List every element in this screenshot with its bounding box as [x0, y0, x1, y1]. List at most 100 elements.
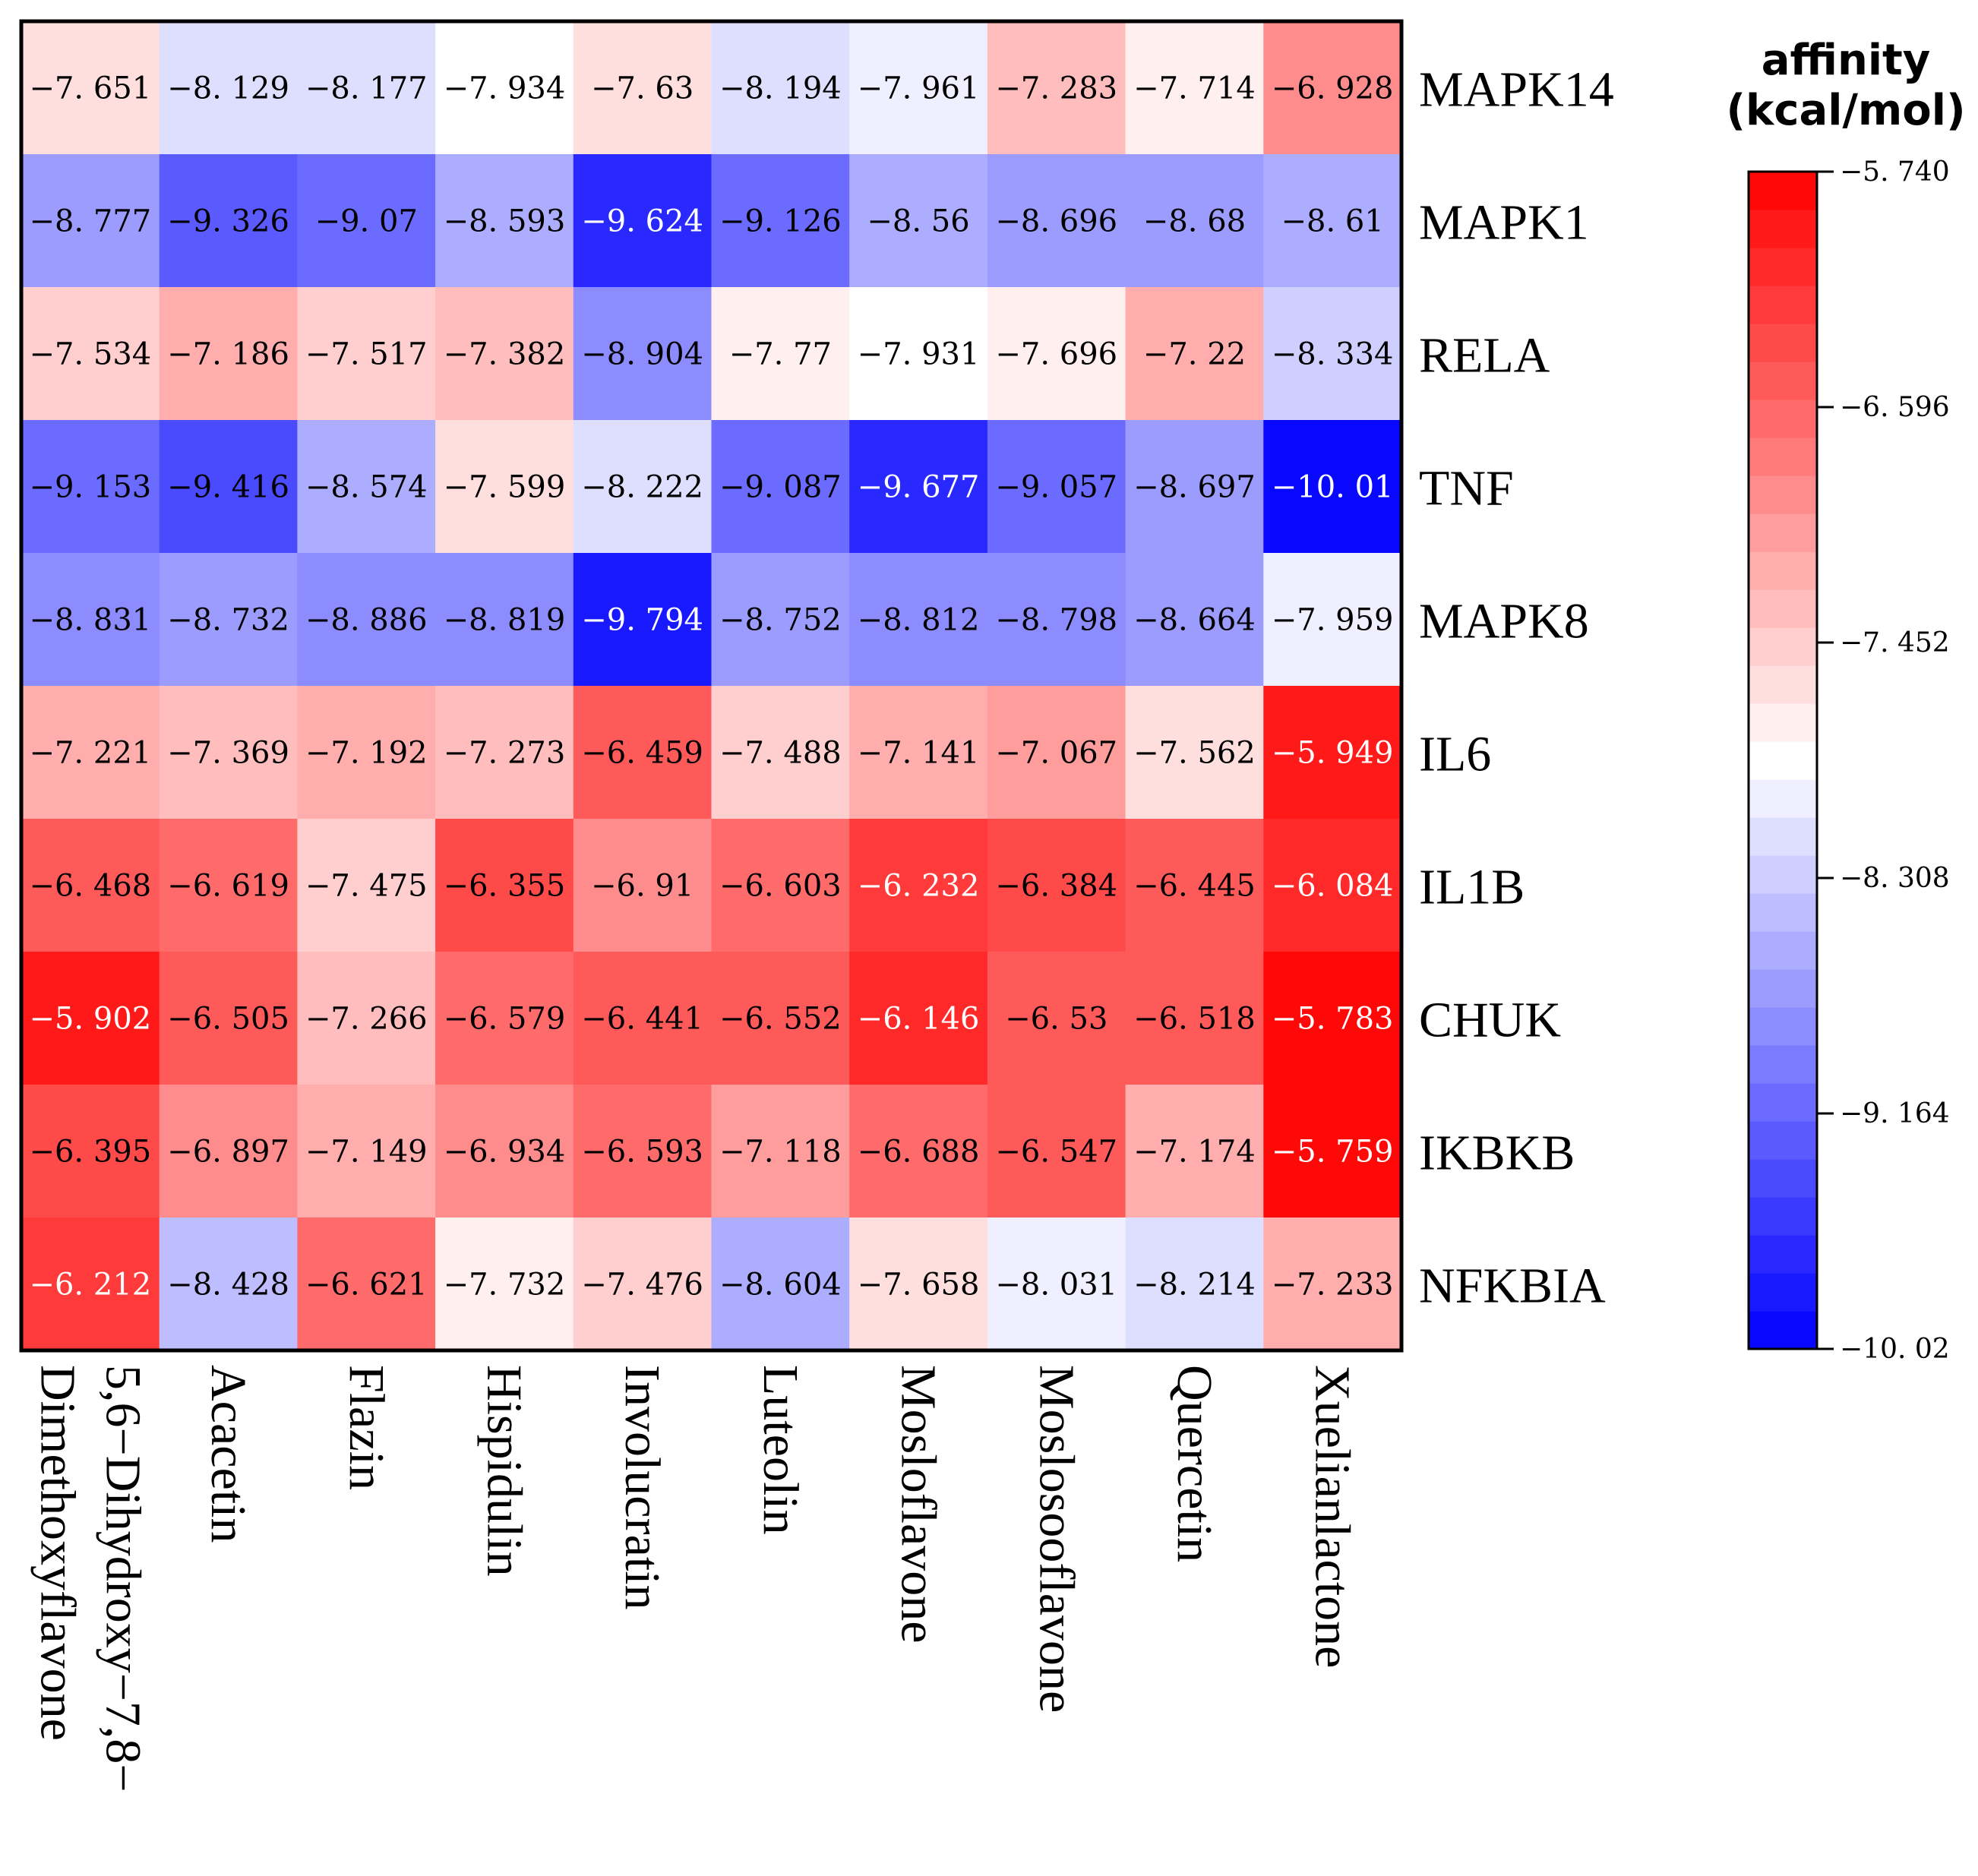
colorbar-segment [1749, 1045, 1817, 1084]
heatmap-cell [573, 1085, 713, 1218]
colorbar-segment [1749, 1007, 1817, 1046]
colorbar-segment [1749, 703, 1817, 742]
cell-value-label: −7. 192 [305, 736, 428, 771]
cell-value-label: −8. 752 [719, 603, 842, 638]
row-label: IKBKB [1419, 1126, 1575, 1181]
colorbar-segment [1749, 1273, 1817, 1312]
colorbar-ticks: −5. 740 −6. 596 −7. 452 −8. 308 −9. 164 −10. … [1817, 156, 1950, 1365]
heatmap-cells [21, 21, 1402, 1351]
colorbar-segment [1749, 741, 1817, 780]
cell-value-label: −6. 619 [167, 869, 289, 904]
cell-value-label: −7. 266 [305, 1002, 428, 1037]
cell-value-label: −8. 819 [444, 603, 566, 638]
cell-value-label: −8. 777 [29, 204, 151, 239]
colorbar-segment [1749, 248, 1817, 286]
heatmap-cell [711, 420, 850, 554]
column-label: Flazin [339, 1365, 394, 1490]
colorbar-tick-label: −5. 740 [1840, 156, 1950, 188]
colorbar-segment [1749, 589, 1817, 628]
cell-value-label: −7. 283 [995, 71, 1117, 106]
cell-value-label: −8. 428 [167, 1268, 289, 1303]
colorbar-segment [1749, 855, 1817, 894]
heatmap-cell [849, 21, 988, 155]
heatmap-cell [159, 1218, 298, 1351]
cell-value-label: −5. 783 [1272, 1002, 1394, 1037]
heatmap-cell [1263, 420, 1402, 554]
column-label: Hispidulin [476, 1365, 532, 1577]
cell-value-label: −7. 369 [167, 736, 289, 771]
cell-value-label: −9. 057 [995, 470, 1117, 505]
column-label: Xuelianlactone [1305, 1365, 1360, 1668]
heatmap-cell [1263, 287, 1402, 421]
cell-value-label: −6. 552 [719, 1002, 842, 1037]
colorbar-segment [1749, 1159, 1817, 1198]
row-label: IL1B [1419, 860, 1525, 915]
cell-value-label: −7. 959 [1272, 603, 1394, 638]
cell-value-label: −7. 562 [1133, 736, 1256, 771]
column-label: 5,6−Dihydroxy−7,8− [95, 1365, 150, 1792]
colorbar-segment [1749, 362, 1817, 400]
cell-value-label: −7. 599 [444, 470, 566, 505]
cell-value-label: −8. 129 [167, 71, 289, 106]
heatmap-cell [711, 1218, 850, 1351]
cell-value-label: −6. 212 [29, 1268, 151, 1303]
heatmap-cell [573, 952, 713, 1085]
colorbar-segment [1749, 893, 1817, 932]
heatmap-cell [849, 420, 988, 554]
cell-value-label: −7. 476 [581, 1268, 703, 1303]
heatmap-cell [987, 420, 1126, 554]
cell-value-label: −9. 416 [167, 470, 289, 505]
heatmap-cell [1263, 1218, 1402, 1351]
row-label: TNF [1419, 461, 1514, 516]
cell-value-label: −6. 603 [719, 869, 842, 904]
heatmap-cell [435, 553, 574, 687]
heatmap-cell [1263, 952, 1402, 1085]
cell-value-label: −8. 732 [167, 603, 289, 638]
heatmap-cell [1125, 420, 1264, 554]
heatmap-cell [297, 21, 436, 155]
colorbar-segment [1749, 1311, 1817, 1350]
cell-value-label: −8. 68 [1143, 204, 1246, 239]
column-label: Luteolin [753, 1365, 808, 1535]
heatmap-cell [711, 287, 850, 421]
heatmap-cell [849, 952, 988, 1085]
cell-value-label: −6. 441 [581, 1002, 703, 1037]
heatmap-cell [849, 287, 988, 421]
heatmap-cell [435, 154, 574, 288]
colorbar-tick-label: −7. 452 [1840, 627, 1950, 658]
heatmap-cell [849, 686, 988, 820]
colorbar-tick-label: −6. 596 [1840, 392, 1950, 423]
colorbar-segment [1749, 1083, 1817, 1122]
heatmap-cell [21, 819, 160, 952]
heatmap-cell [1125, 1085, 1264, 1218]
row-label: MAPK8 [1419, 594, 1589, 649]
heatmap-cell [849, 154, 988, 288]
cell-value-label: −8. 831 [29, 603, 151, 638]
heatmap-cell [297, 154, 436, 288]
heatmap-cell [1125, 686, 1264, 820]
cell-value-label: −6. 232 [858, 869, 980, 904]
colorbar-segment [1749, 969, 1817, 1008]
heatmap-cell [159, 1085, 298, 1218]
cell-value-label: −7. 934 [444, 71, 566, 106]
cell-value-label: −6. 146 [858, 1002, 980, 1037]
cell-value-label: −7. 961 [858, 71, 980, 106]
heatmap-cell [573, 420, 713, 554]
cell-value-label: −8. 696 [995, 204, 1117, 239]
cell-value-label: −5. 902 [29, 1002, 151, 1037]
cell-value-label: −9. 677 [858, 470, 980, 505]
cell-value-label: −7. 186 [167, 337, 289, 372]
cell-value-label: −6. 355 [444, 869, 566, 904]
cell-value-label: −7. 221 [29, 736, 151, 771]
heatmap-cell [573, 21, 713, 155]
cell-value-label: −9. 126 [719, 204, 842, 239]
heatmap-cell [711, 1085, 850, 1218]
colorbar-tick-label: −9. 164 [1840, 1098, 1950, 1129]
row-label: RELA [1419, 328, 1550, 384]
heatmap-cell [159, 420, 298, 554]
heatmap-cell [159, 553, 298, 687]
cell-value-label: −6. 505 [167, 1002, 289, 1037]
cell-value-label: −8. 604 [719, 1268, 842, 1303]
cell-value-label: −7. 22 [1143, 337, 1246, 372]
heatmap-cell [435, 1218, 574, 1351]
